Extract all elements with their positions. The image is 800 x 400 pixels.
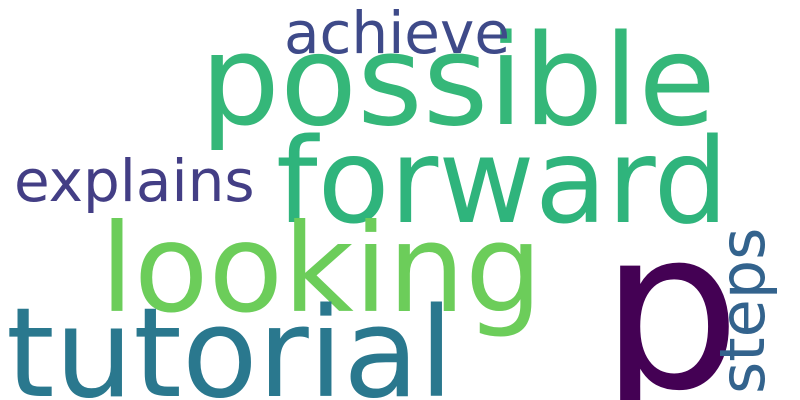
word-steps: steps	[706, 227, 779, 394]
word-p: p	[600, 182, 741, 400]
word-forward: forward	[276, 112, 729, 250]
word-explains: explains	[14, 147, 255, 215]
word-achieve: achieve	[284, 0, 510, 67]
word-tutorial: tutorial	[6, 282, 454, 400]
word-looking: looking	[100, 198, 543, 340]
word-possible: possible	[200, 7, 716, 154]
